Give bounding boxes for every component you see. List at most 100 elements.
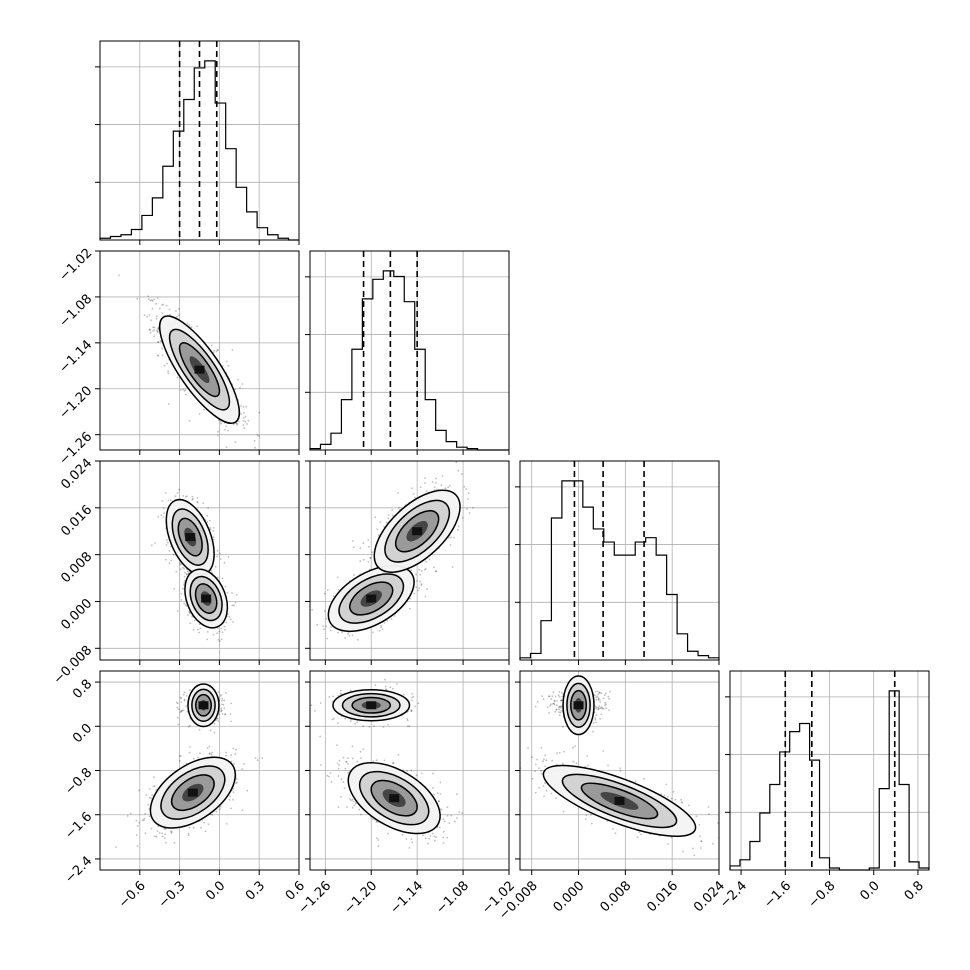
scatter-point: [217, 720, 220, 723]
scatter-point: [221, 698, 224, 700]
contour-line: [191, 688, 216, 722]
scatter-point: [328, 696, 331, 698]
pair-panel-p1-p4: [95, 670, 300, 875]
scatter-point: [211, 813, 214, 816]
scatter-point: [244, 415, 247, 418]
scatter-point: [376, 528, 379, 531]
scatter-point: [151, 794, 154, 797]
scatter-point: [223, 625, 226, 628]
scatter-point: [344, 717, 347, 720]
scatter-point: [170, 831, 173, 833]
scatter-point: [165, 558, 167, 561]
scatter-point: [219, 808, 222, 811]
scatter-point: [242, 406, 245, 408]
scatter-point: [143, 314, 146, 316]
scatter-point: [216, 434, 219, 437]
scatter-point: [163, 512, 166, 515]
scatter-point: [419, 486, 422, 488]
scatter-point: [383, 621, 386, 624]
scatter-point: [225, 446, 228, 448]
scatter-point: [160, 514, 163, 516]
scatter-point: [232, 747, 235, 750]
panel-frame: [99, 250, 300, 451]
scatter-point: [385, 688, 387, 690]
scatter-point: [409, 597, 411, 600]
scatter-point: [179, 755, 182, 758]
scatter-point: [184, 496, 187, 498]
contour-line: [327, 565, 415, 633]
scatter-point: [220, 710, 223, 712]
scatter-point: [209, 526, 212, 529]
scatter-point: [242, 424, 245, 427]
scatter-point: [146, 315, 149, 318]
scatter-point: [219, 640, 221, 643]
panel-frame: [99, 460, 300, 661]
scatter-point: [234, 388, 237, 391]
scatter-point: [425, 490, 428, 492]
scatter-point: [184, 603, 187, 606]
scatter-point: [339, 692, 342, 695]
scatter-point: [397, 506, 400, 509]
scatter-point: [424, 568, 426, 571]
scatter-point: [356, 638, 359, 641]
scatter-point: [217, 691, 220, 693]
scatter-point: [332, 595, 335, 598]
scatter-point: [369, 556, 372, 559]
scatter-point: [231, 349, 234, 351]
scatter-point: [135, 834, 138, 836]
scatter-point: [245, 405, 248, 408]
scatter-point: [237, 378, 239, 381]
scatter-point: [367, 539, 370, 541]
scatter-point: [175, 701, 178, 704]
scatter-point: [465, 508, 468, 510]
scatter-point: [397, 492, 399, 494]
scatter-point: [150, 299, 153, 301]
scatter-point: [424, 595, 427, 598]
scatter-point: [231, 604, 234, 607]
scatter-point: [440, 484, 443, 487]
scatter-point: [256, 759, 259, 761]
scatter-point: [356, 721, 359, 723]
scatter-point: [197, 756, 199, 759]
scatter-point: [181, 709, 184, 712]
scatter-point: [329, 629, 332, 632]
scatter-point: [467, 492, 470, 495]
scatter-point: [217, 638, 220, 641]
contour-line: [187, 683, 220, 728]
scatter-point: [230, 702, 233, 705]
scatter-point: [187, 725, 190, 728]
panel-frame: [309, 460, 510, 661]
scatter-point: [141, 819, 144, 822]
scatter-point: [411, 487, 413, 490]
density-peak: [187, 788, 198, 797]
scatter-point: [387, 517, 390, 520]
scatter-point: [147, 295, 150, 298]
scatter-point: [414, 705, 417, 708]
scatter-point: [441, 475, 444, 477]
scatter-point: [359, 560, 362, 562]
scatter-point: [183, 699, 186, 702]
scatter-point: [406, 719, 409, 722]
scatter-point: [424, 568, 427, 570]
scatter-point: [147, 298, 150, 301]
panel-frame: [519, 460, 720, 661]
scatter-point: [169, 499, 172, 502]
scatter-point: [311, 609, 313, 611]
scatter-point: [188, 611, 191, 614]
scatter-point: [384, 685, 387, 688]
histogram-p4: [729, 690, 930, 871]
scatter-point: [163, 837, 166, 840]
scatter-point: [362, 542, 365, 545]
scatter-point: [135, 819, 138, 822]
scatter-point: [165, 539, 168, 541]
scatter-point: [149, 299, 152, 302]
contour-line: [178, 342, 221, 398]
scatter-point: [189, 622, 192, 625]
scatter-point: [224, 428, 226, 431]
scatter-point: [235, 422, 238, 425]
scatter-point: [241, 383, 244, 385]
scatter-point: [234, 753, 237, 756]
scatter-point: [148, 314, 151, 316]
scatter-point: [213, 731, 216, 734]
